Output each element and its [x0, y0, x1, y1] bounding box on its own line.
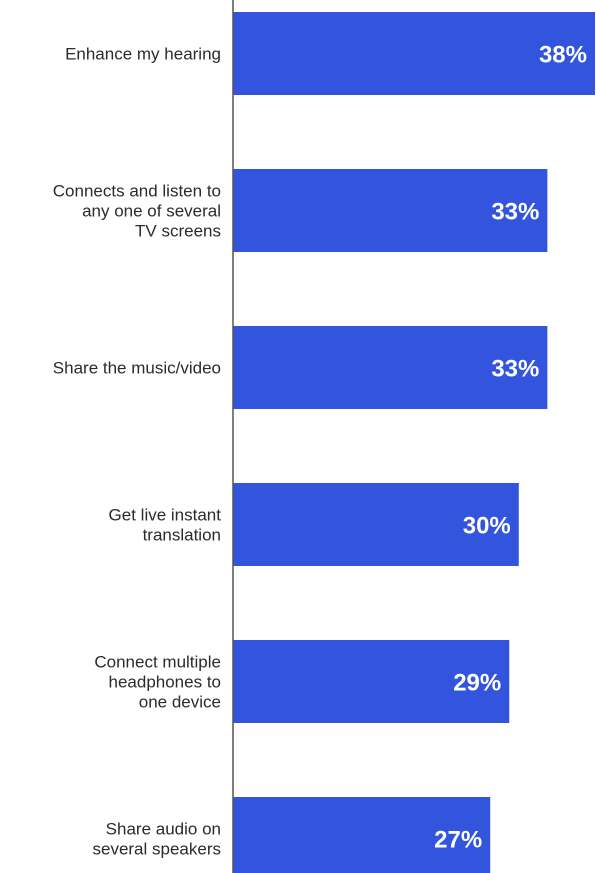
bar-4: [233, 483, 519, 566]
category-label-line: TV screens: [135, 222, 221, 241]
category-label-2: Connects and listen to any one of several…: [53, 182, 221, 241]
category-label-3: Share the music/video: [53, 359, 221, 378]
bar-value-label-6: 27%: [434, 827, 482, 854]
category-label-6: Share audio on several speakers: [92, 820, 221, 859]
category-label-line: Connects and listen to: [53, 182, 221, 201]
bar-2: [233, 169, 548, 252]
category-label-line: any one of several: [82, 202, 221, 221]
category-label-1: Enhance my hearing: [65, 45, 221, 64]
category-label-line: translation: [143, 526, 221, 545]
category-label-line: one device: [139, 693, 221, 712]
category-label-line: Enhance my hearing: [65, 45, 221, 64]
category-label-line: Connect multiple: [94, 653, 221, 672]
category-labels-layer: Enhance my hearing Connects and listen to…: [53, 45, 221, 859]
bar-value-label-5: 29%: [453, 670, 501, 697]
category-label-4: Get live instant translation: [109, 506, 222, 545]
bar-1: [233, 12, 595, 95]
bar-value-label-3: 33%: [491, 356, 539, 383]
category-label-line: several speakers: [92, 840, 221, 859]
bar-6: [233, 797, 491, 873]
bar-3: [233, 326, 548, 409]
category-label-line: Share audio on: [106, 820, 221, 839]
bar-value-label-4: 30%: [463, 513, 511, 540]
category-label-line: Share the music/video: [53, 359, 221, 378]
bars-layer: 38% 33% 33% 30% 29% 27%: [233, 12, 595, 873]
bar-value-label-2: 33%: [491, 199, 539, 226]
bar-value-label-1: 38%: [539, 42, 587, 69]
category-label-5: Connect multiple headphones to one device: [94, 653, 221, 712]
bar-5: [233, 640, 510, 723]
category-label-line: headphones to: [109, 673, 222, 692]
category-label-line: Get live instant: [109, 506, 222, 525]
